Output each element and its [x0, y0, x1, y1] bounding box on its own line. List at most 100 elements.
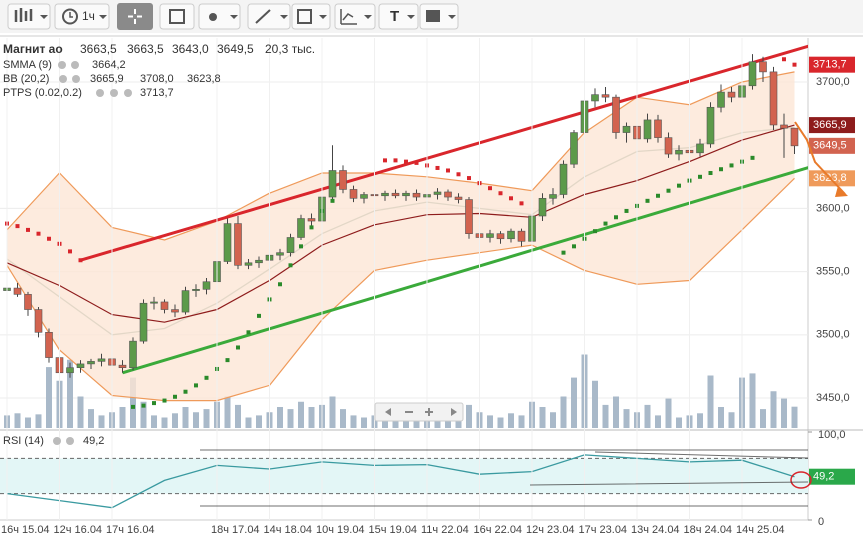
volume-value: 20,3 тыс. [265, 42, 315, 56]
volume-bar [98, 415, 105, 428]
x-tick-label: 18ч 24.04 [684, 524, 733, 536]
legend-value: 3713,7 [140, 87, 174, 99]
sar-dot [141, 403, 146, 408]
volume-bar [67, 359, 73, 428]
volume-bar [140, 401, 147, 428]
rsi-panel [0, 454, 808, 509]
interval-label: 1ч [82, 9, 95, 23]
volume-bar [119, 407, 126, 428]
volume-bar [781, 398, 787, 428]
sar-dot [225, 358, 230, 363]
rsi-tick-label: 100,0 [818, 429, 846, 441]
legend-value: 3708,0 [140, 73, 174, 85]
candle-body [727, 91, 736, 98]
sar-dot [152, 401, 156, 406]
x-tick-label: 15ч 19.04 [369, 524, 418, 536]
sar-dot [698, 174, 702, 179]
volume-bar [298, 401, 304, 428]
candle-body [160, 301, 169, 310]
candle-body [780, 124, 788, 129]
sar-dot [183, 389, 188, 394]
volume-bar [224, 396, 231, 428]
candle-body [654, 119, 662, 138]
sar-dot [330, 198, 335, 203]
text-tool-label: T [390, 8, 399, 25]
candle-body [349, 189, 358, 199]
legend-entry: SMMA (9) [3, 59, 52, 71]
sar-dot [488, 186, 492, 191]
text-button[interactable] [378, 3, 419, 30]
y-tick-label: 3600,0 [816, 202, 850, 214]
panel-button[interactable] [159, 3, 195, 30]
icon [280, 15, 288, 19]
instrument-name: Магнит ао [3, 42, 63, 56]
candle-body [412, 192, 421, 198]
drawn-circle [790, 471, 812, 489]
candle-body [328, 170, 337, 198]
price-tag [809, 137, 855, 154]
icon [69, 12, 73, 18]
sar-dot [26, 227, 30, 232]
sar-dot [656, 193, 660, 198]
crosshair-button[interactable] [117, 3, 153, 30]
candle-body [549, 194, 557, 199]
x-tick-label: 18ч 17.04 [211, 524, 260, 536]
legend-entry: PTPS (0.02,0.2) [3, 87, 82, 99]
toolbar: 1ч T [0, 0, 863, 33]
candle-body [129, 340, 137, 368]
volume-bar [329, 396, 336, 428]
volume-bar [382, 419, 388, 428]
line-tool-button[interactable] [247, 3, 291, 30]
chart-type-button[interactable] [7, 3, 51, 30]
x-tick-label: 17ч 16.04 [106, 524, 155, 536]
sar-dot [666, 188, 671, 193]
scroll-widget [374, 402, 464, 422]
candle-body [34, 309, 43, 333]
scroll-left[interactable] [385, 408, 391, 416]
candle-body [591, 94, 599, 102]
legend-entry: RSI (14) [3, 435, 44, 447]
scroll-right[interactable] [451, 408, 457, 416]
volume-bar [340, 409, 346, 428]
candle-body [664, 137, 673, 155]
candle-body [601, 94, 610, 98]
candle-body [769, 71, 778, 126]
sar-dot [645, 198, 650, 203]
candle-body [433, 191, 442, 195]
indicator-button[interactable] [198, 3, 241, 30]
price-tag-label: 49,2 [813, 471, 834, 483]
ohlc-value: 3663,5 [127, 42, 164, 56]
candle-body [643, 119, 652, 140]
zoom-in[interactable] [425, 408, 433, 416]
candle-body [171, 309, 179, 313]
sar-dot [624, 208, 629, 213]
candle-body [748, 61, 757, 87]
candle-body [454, 196, 463, 200]
sar-dot [467, 176, 471, 181]
volume-bar [571, 377, 577, 428]
volume-bar [14, 413, 21, 428]
volume-bar [676, 417, 682, 428]
icon [448, 15, 456, 19]
volume-bar [508, 413, 514, 428]
x-tick-label: 16ч 15.04 [1, 524, 50, 536]
bb-lower [6, 177, 795, 402]
y-tick-label: 3700,0 [816, 76, 850, 88]
volume-bar [539, 407, 546, 428]
candle-body [706, 106, 715, 145]
volume-bar [749, 373, 756, 428]
candle-body [759, 61, 767, 73]
volume-bar [665, 398, 672, 428]
sar-dot [792, 62, 797, 67]
ohlc-value: 3663,5 [80, 42, 117, 56]
candle-body [66, 367, 74, 374]
candle-body [538, 197, 547, 217]
candle-body [97, 358, 106, 362]
bb-middle [6, 124, 795, 323]
sar-dot [509, 196, 513, 201]
candle-body [307, 218, 316, 222]
sar-dot [782, 57, 786, 62]
fib-button[interactable] [334, 3, 376, 30]
volume-bar [644, 404, 651, 428]
